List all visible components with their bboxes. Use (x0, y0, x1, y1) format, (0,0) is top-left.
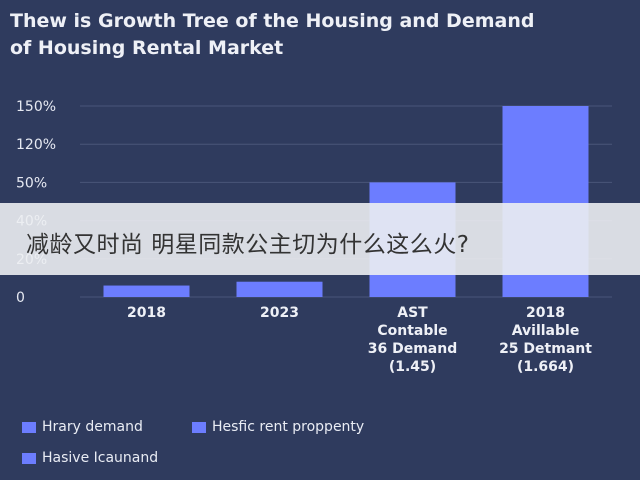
x-category-label: Avillable (512, 323, 580, 339)
x-category-label: AST (397, 305, 428, 321)
x-axis-categories: 2018 2023 AST Contable 36 Demand (1.45) 2018 Av… (127, 305, 592, 375)
x-category-label: 2018 (526, 305, 565, 321)
legend-label: Hesfic rent proppenty (212, 419, 365, 435)
x-category-label: Contable (377, 323, 447, 339)
legend-swatch (22, 452, 36, 464)
legend-item-3: Hasive Icaunand (22, 450, 158, 466)
legend-swatch (192, 421, 206, 433)
y-tick-label: 0 (16, 290, 25, 306)
chart-title: Thew is Growth Tree of the Housing and D… (10, 8, 630, 62)
x-category-label: 25 Detmant (499, 341, 592, 357)
x-category-label: (1.45) (389, 359, 436, 375)
chart-title-line-2: of Housing Rental Market (10, 37, 284, 59)
x-category-label: 2018 (127, 305, 166, 321)
legend-item-1: Hrary demand (22, 419, 143, 435)
caption-overlay-band: 减龄又时尚 明星同款公主切为什么这么火? (0, 203, 640, 275)
x-category-label: (1.664) (517, 359, 574, 375)
legend-label: Hrary demand (42, 419, 143, 435)
legend-swatch (22, 421, 36, 433)
bar (236, 281, 323, 297)
legend-label: Hasive Icaunand (42, 450, 159, 466)
legend-item-2: Hesfic rent proppenty (192, 419, 364, 435)
bar (103, 285, 190, 297)
y-tick-label: 50% (16, 175, 47, 191)
x-category-label: 2023 (260, 305, 299, 321)
x-category-label: 36 Demand (368, 341, 458, 357)
caption-overlay-text: 减龄又时尚 明星同款公主切为什么这么火? (26, 232, 470, 258)
chart-title-line-1: Thew is Growth Tree of the Housing and D… (10, 10, 535, 32)
y-tick-label: 120% (16, 137, 56, 153)
y-tick-label: 150% (16, 99, 56, 115)
